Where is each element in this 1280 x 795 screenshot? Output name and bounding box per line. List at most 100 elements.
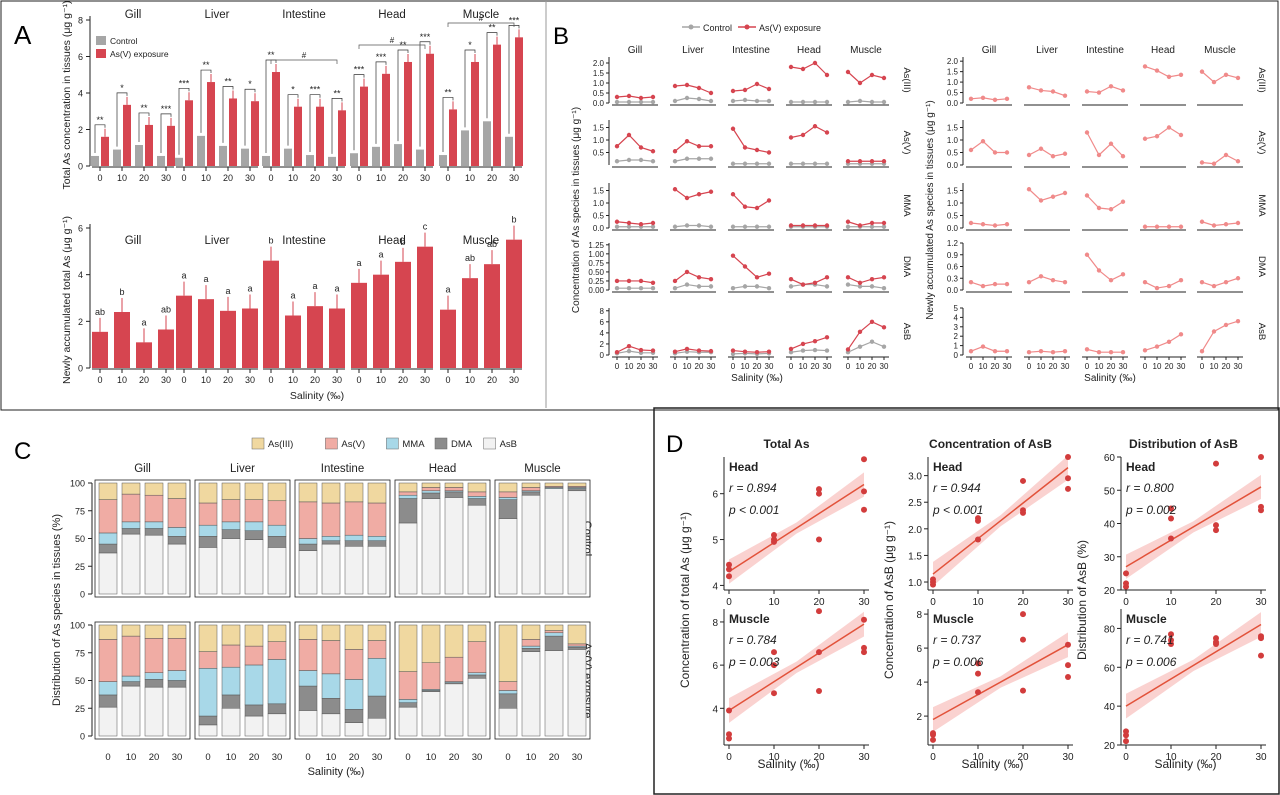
- panel-b-y-tick-label: 0.0: [593, 99, 605, 108]
- panel-d-tissue-label: Head: [933, 460, 962, 474]
- panel-b-point: [1166, 125, 1172, 130]
- panel-c-stack-segment: [244, 482, 264, 500]
- panel-d-x-tick-label: 20: [813, 752, 825, 763]
- panel-c-x-tick-label: 10: [526, 752, 537, 763]
- panel-a-bar-control: [394, 144, 402, 166]
- panel-b-point: [1178, 278, 1184, 283]
- panel-b-series-line: [847, 283, 885, 289]
- panel-a-y-tick-label: 0: [78, 364, 83, 374]
- panel-b-y-tick-label: 0.5: [947, 212, 959, 221]
- panel-b-point: [684, 82, 690, 88]
- panel-c-stack-segment: [521, 651, 541, 737]
- panel-b-point: [788, 161, 794, 166]
- panel-b-series-line: [674, 224, 712, 228]
- panel-b-y-tick-label: 1.5: [593, 187, 605, 196]
- panel-a-x-tick-label: 20: [398, 173, 408, 183]
- panel-c-stack-segment: [98, 681, 118, 696]
- panel-c-stack-segment: [321, 640, 341, 675]
- panel-a: Gill Liver Intestine Head Muscle 0 2 4 6 8 Total A…: [61, 0, 523, 402]
- panel-b-y-tick-label: 1.0: [593, 199, 605, 208]
- panel-c-stack-segment: [221, 666, 241, 696]
- panel-a-sig-mark: ***: [420, 32, 431, 42]
- panel-c-stack-segment: [198, 715, 218, 726]
- panel-b-point: [980, 222, 986, 227]
- panel-b-point: [845, 69, 851, 75]
- panel-d-tissue-label: Muscle: [1126, 612, 1167, 626]
- panel-b-series-line: [1028, 350, 1066, 353]
- panel-b-point: [1142, 224, 1148, 229]
- panel-b-point: [788, 284, 794, 289]
- panel-c-legend-label: As(III): [268, 439, 293, 450]
- panel-a-letter: a: [356, 258, 361, 268]
- panel-a-x-tick-label: 10: [376, 173, 386, 183]
- panel-b-point: [754, 161, 760, 166]
- panel-b-point: [766, 224, 772, 229]
- panel-a-sig-mark: ***: [376, 52, 387, 62]
- panel-b-point: [730, 351, 736, 357]
- panel-c-x-tick-label: 20: [549, 752, 560, 763]
- panel-b-point: [845, 347, 851, 352]
- panel-b-point: [766, 198, 772, 203]
- panel-a-x-axis-label: Salinity (‰): [290, 390, 344, 402]
- panel-b-point: [1211, 79, 1217, 85]
- panel-b-series-line: [1144, 65, 1182, 78]
- panel-b-point: [626, 157, 632, 163]
- panel-b-point: [1178, 72, 1184, 77]
- panel-a-letter: b: [400, 237, 405, 247]
- panel-b-point: [672, 349, 678, 354]
- panel-a-sig-mark: **: [96, 115, 104, 125]
- panel-d-x-tick-label: 10: [972, 752, 984, 763]
- panel-c-stack-segment: [498, 708, 518, 737]
- panel-c-stack-segment: [367, 546, 387, 595]
- panel-b-series-line: [970, 140, 1007, 154]
- panel-b-point: [1050, 349, 1056, 355]
- panel-b-point: [754, 224, 760, 229]
- panel-b-y-tick-label: 0.0: [947, 99, 959, 108]
- panel-b-y-axis-label: Concentration of As species in tissues (…: [571, 107, 582, 313]
- panel-a-bar-control: [262, 155, 270, 166]
- panel-a-bar-accumulated: [158, 329, 174, 368]
- panel-c-stack-segment: [567, 646, 587, 650]
- panel-a-x-tick-label: 30: [509, 173, 519, 183]
- panel-b-point: [650, 149, 656, 154]
- panel-b-y-tick-label: 1.2: [947, 239, 959, 248]
- panel-d-x-tick-label: 10: [1165, 752, 1177, 763]
- panel-d-x-tick-label: 20: [813, 597, 825, 608]
- panel-b-point: [638, 157, 644, 163]
- panel-c-stack-segment: [567, 482, 587, 487]
- panel-b-point: [754, 284, 760, 289]
- panel-d-point: [726, 707, 732, 714]
- panel-c-stack-segment: [398, 522, 418, 595]
- panel-a-hash-mark: #: [302, 51, 307, 60]
- panel-c-stack-segment: [398, 494, 418, 499]
- panel-b-y-tick-label: 0.0: [947, 224, 959, 233]
- panel-c-stack-segment: [521, 494, 541, 595]
- panel-a-letter: a: [203, 274, 208, 284]
- panel-c-stack-segment: [521, 624, 541, 640]
- panel-b-x-tick-label: 10: [1037, 362, 1046, 371]
- panel-d-point: [1123, 580, 1129, 587]
- panel-b-point: [869, 319, 875, 325]
- panel-a-legend-control-swatch: [96, 36, 106, 45]
- panel-b-series-line: [674, 348, 712, 353]
- panel-b-y-tick-label: 8: [600, 307, 605, 316]
- panel-c-stack-segment: [367, 502, 387, 537]
- panel-b-point: [992, 223, 998, 228]
- panel-d-point: [1065, 454, 1071, 460]
- panel-b-point: [857, 284, 863, 289]
- panel-d-point: [726, 731, 732, 738]
- panel-b-series-line: [970, 222, 1008, 227]
- panel-a-legend-control-label: Control: [110, 36, 138, 46]
- panel-b-series-line: [847, 221, 884, 227]
- panel-b-point: [1235, 318, 1241, 324]
- panel-b-point: [1235, 75, 1241, 81]
- panel-b-x-tick-label: 0: [969, 362, 974, 371]
- panel-a-x-tick-label: 10: [117, 375, 127, 385]
- panel-b-series-line: [970, 345, 1007, 352]
- panel-c-x-tick-label: 10: [326, 752, 337, 763]
- panel-b-x-tick-label: 10: [856, 362, 865, 371]
- panel-b-point: [857, 280, 863, 285]
- panel-d-y-tick-label: 6: [712, 661, 718, 672]
- panel-a-sig-bracket: [138, 112, 150, 143]
- panel-d-point: [816, 608, 822, 615]
